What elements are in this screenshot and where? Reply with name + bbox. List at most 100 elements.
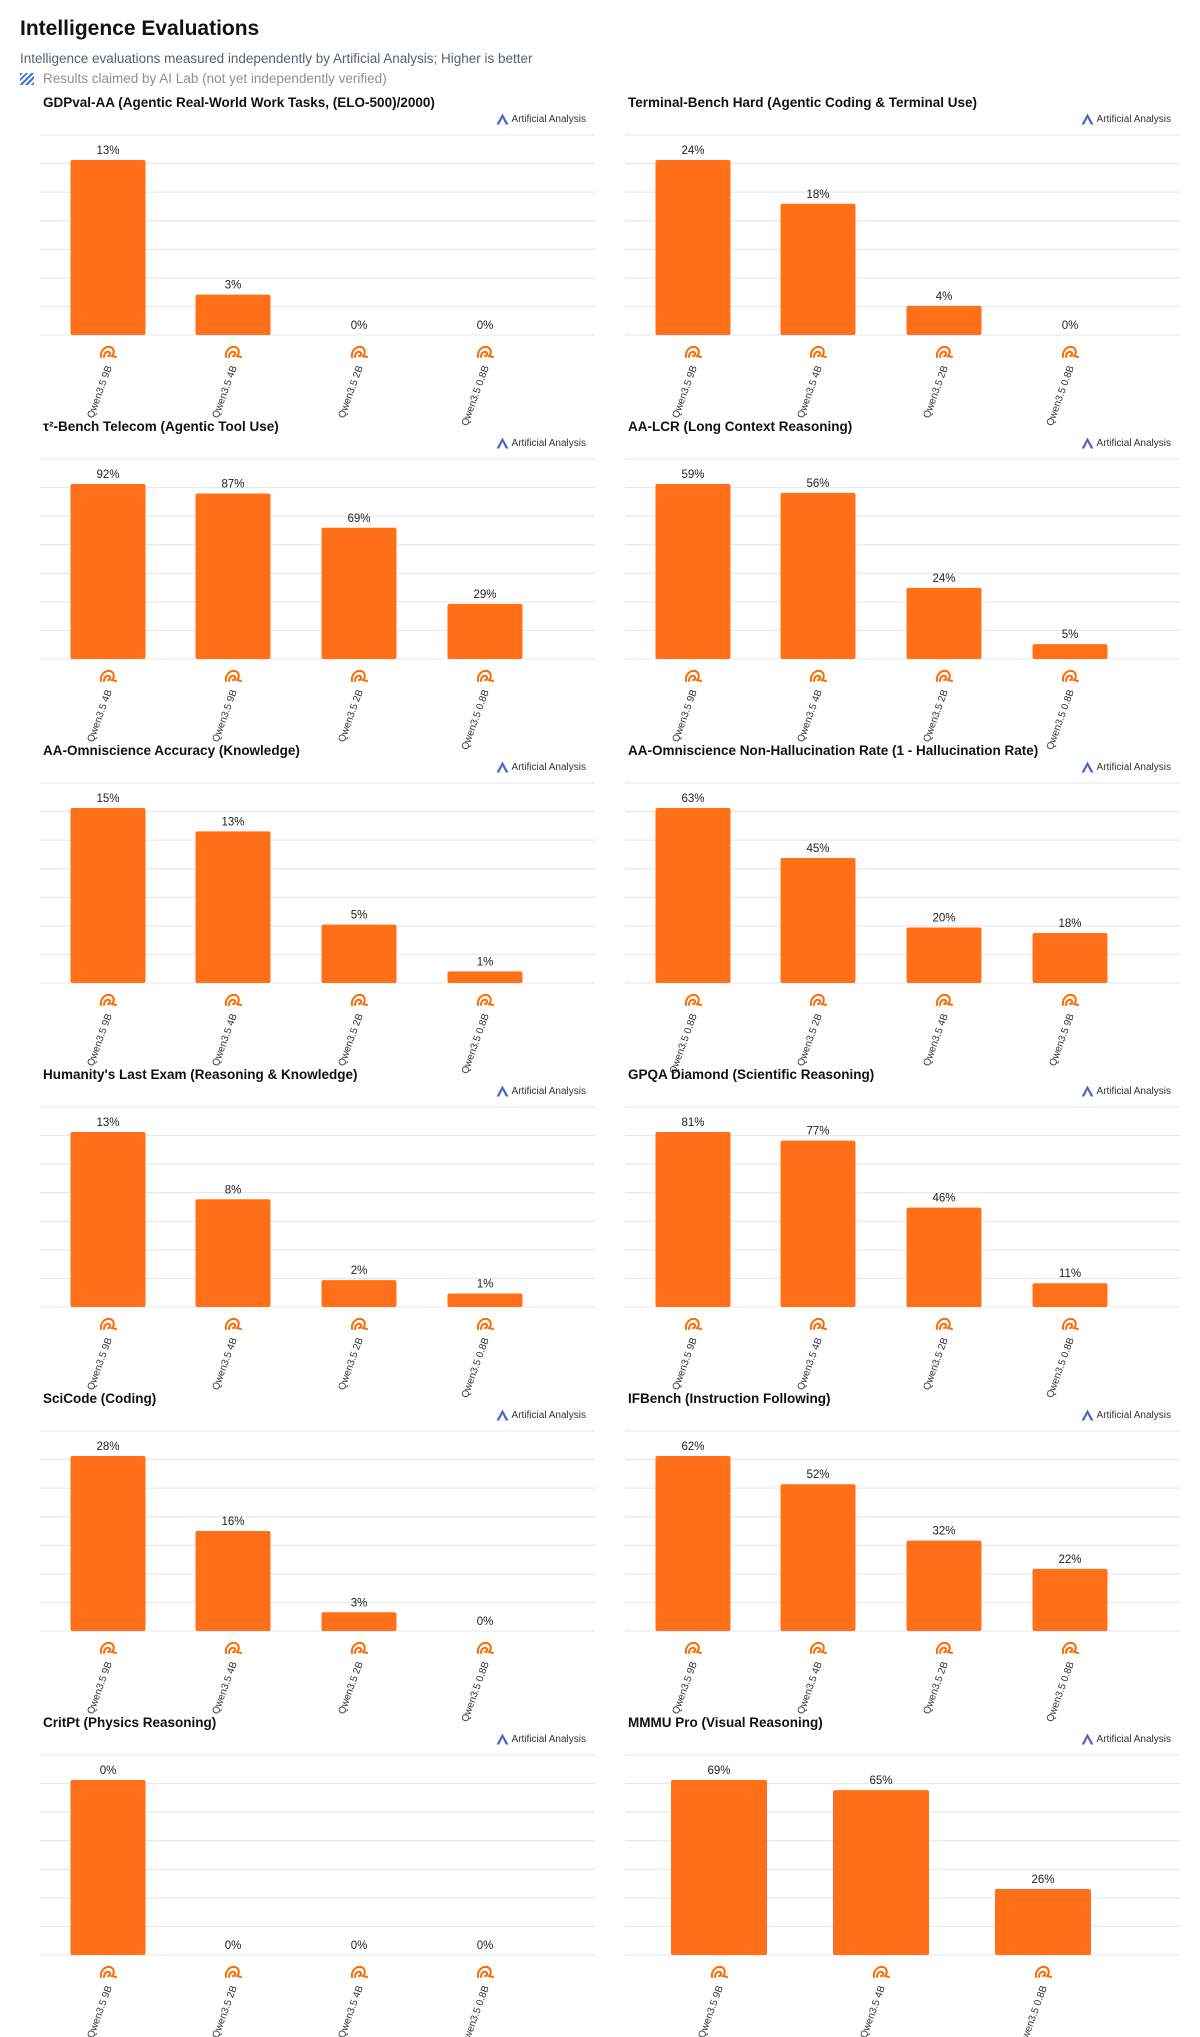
bar-qwen3-5-9b[interactable] — [70, 808, 146, 983]
bar-qwen3-5-2b[interactable] — [321, 1280, 397, 1307]
bar-qwen3-5-4b[interactable] — [780, 1140, 856, 1307]
data-label: 0% — [477, 1616, 494, 1628]
artificial-analysis-logo-icon — [1081, 1409, 1094, 1421]
data-label: 52% — [806, 1469, 829, 1481]
qwen-logo-icon — [1034, 1965, 1052, 1978]
data-label: 28% — [96, 1441, 119, 1453]
qwen-logo-icon — [224, 669, 242, 682]
category-label: Qwen3.5 0.8B — [1018, 1984, 1050, 2037]
qwen-logo-icon — [809, 1641, 827, 1654]
qwen-logo-icon — [476, 669, 494, 682]
bar-qwen3-5-2b[interactable] — [906, 1207, 982, 1307]
bar-qwen3-5-4b[interactable] — [780, 203, 856, 335]
artificial-analysis-logo-icon — [496, 761, 509, 773]
bar-qwen3-5-9b[interactable] — [655, 160, 731, 335]
qwen-logo-icon — [809, 1317, 827, 1330]
chart-plot: 15% Qwen3.5 9B 13% Qwen3.5 4B 5% Qwen3.5 2B 1%… — [40, 782, 595, 1076]
qwen-logo-icon — [809, 669, 827, 682]
bar-qwen3-5-0-8b[interactable] — [1032, 644, 1108, 659]
bar-qwen3-5-4b[interactable] — [195, 294, 271, 335]
qwen-logo-icon — [476, 993, 494, 1006]
qwen-logo-icon — [1061, 993, 1079, 1006]
data-label: 63% — [681, 793, 704, 805]
qwen-logo-icon — [224, 345, 242, 358]
data-label: 22% — [1058, 1554, 1081, 1566]
qwen-logo-icon — [1061, 1641, 1079, 1654]
qwen-logo-icon — [935, 1641, 953, 1654]
qwen-logo-icon — [99, 345, 117, 358]
bar-qwen3-5-0-8b[interactable] — [447, 603, 523, 659]
bar-qwen3-5-0-8b[interactable] — [447, 1293, 523, 1307]
data-label: 81% — [681, 1117, 704, 1129]
chart-panel-gpqa-diamond-scientific-reasoning: GPQA Diamond (Scientific Reasoning) Artif… — [605, 1067, 1185, 1400]
watermark: Artificial Analysis — [1081, 1409, 1171, 1421]
artificial-analysis-logo-icon — [496, 113, 509, 125]
bar-qwen3-5-9b[interactable] — [655, 484, 731, 659]
bar-qwen3-5-4b[interactable] — [195, 831, 271, 983]
chart-title: τ²-Bench Telecom (Agentic Tool Use) — [43, 419, 279, 434]
bar-qwen3-5-9b[interactable] — [1032, 933, 1108, 983]
chart-panel-scicode-coding: SciCode (Coding) Artificial Analysis 28% Qw… — [20, 1391, 600, 1724]
watermark-label: Artificial Analysis — [511, 1085, 586, 1097]
data-label: 11% — [1059, 1268, 1081, 1280]
bar-qwen3-5-4b[interactable] — [195, 1199, 271, 1307]
bar-qwen3-5-9b[interactable] — [655, 1456, 731, 1631]
qwen-logo-icon — [476, 1965, 494, 1978]
chart-panel-humanity-s-last-exam-reasoning-knowledge: Humanity's Last Exam (Reasoning & Knowle… — [20, 1067, 600, 1400]
qwen-logo-icon — [99, 1965, 117, 1978]
data-label: 0% — [351, 320, 368, 332]
bar-qwen3-5-0-8b[interactable] — [447, 971, 523, 983]
chart-panel-mmmu-pro-visual-reasoning: MMMU Pro (Visual Reasoning) Artificial An… — [605, 1715, 1185, 2037]
watermark: Artificial Analysis — [496, 1733, 586, 1745]
watermark: Artificial Analysis — [1081, 1085, 1171, 1097]
category-label: Qwen3.5 2B — [922, 688, 951, 744]
bar-qwen3-5-4b[interactable] — [833, 1790, 929, 1955]
chart-panel-terminal-bench-hard-agentic-coding-terminal-use: Terminal-Bench Hard (Agentic Coding & Te… — [605, 95, 1185, 428]
artificial-analysis-logo-icon — [496, 1409, 509, 1421]
bar-qwen3-5-2b[interactable] — [906, 305, 982, 335]
bar-qwen3-5-9b[interactable] — [655, 1132, 731, 1307]
chart-plot: 81% Qwen3.5 9B 77% Qwen3.5 4B 46% Qwen3.5 2B 1… — [625, 1106, 1180, 1400]
qwen-logo-icon — [224, 1317, 242, 1330]
qwen-logo-icon — [809, 345, 827, 358]
data-label: 77% — [806, 1126, 829, 1138]
bar-qwen3-5-2b[interactable] — [906, 1540, 982, 1631]
bar-qwen3-5-2b[interactable] — [906, 587, 982, 659]
chart-title: AA-Omniscience Non-Hallucination Rate (1… — [628, 743, 1039, 758]
bar-qwen3-5-0-8b[interactable] — [655, 808, 731, 983]
bar-qwen3-5-4b[interactable] — [195, 1531, 271, 1631]
bar-qwen3-5-4b[interactable] — [70, 484, 146, 659]
bar-qwen3-5-4b[interactable] — [780, 1484, 856, 1631]
data-label: 26% — [1031, 1874, 1054, 1886]
bar-qwen3-5-2b[interactable] — [321, 924, 397, 983]
bar-qwen3-5-9b[interactable] — [195, 493, 271, 659]
bar-qwen3-5-9b[interactable] — [70, 160, 146, 335]
bar-qwen3-5-9b[interactable] — [671, 1780, 767, 1955]
bar-qwen3-5-2b[interactable] — [321, 527, 397, 659]
chart-title: Humanity's Last Exam (Reasoning & Knowle… — [43, 1067, 358, 1082]
bar-qwen3-5-0-8b[interactable] — [995, 1889, 1091, 1955]
qwen-logo-icon — [1061, 345, 1079, 358]
category-label: Qwen3.5 9B — [86, 364, 115, 420]
bar-qwen3-5-9b[interactable] — [70, 1780, 146, 1955]
data-label: 45% — [806, 843, 829, 855]
bar-qwen3-5-9b[interactable] — [70, 1132, 146, 1307]
bar-qwen3-5-0-8b[interactable] — [1032, 1283, 1108, 1307]
bar-qwen3-5-4b[interactable] — [906, 927, 982, 983]
chart-panel-aa-lcr-long-context-reasoning: AA-LCR (Long Context Reasoning) Artificia… — [605, 419, 1185, 752]
category-label: Qwen3.5 2B — [211, 1984, 240, 2037]
watermark: Artificial Analysis — [496, 1409, 586, 1421]
watermark: Artificial Analysis — [496, 1085, 586, 1097]
category-label: Qwen3.5 4B — [211, 1012, 240, 1068]
data-label: 1% — [477, 956, 494, 968]
category-label: Qwen3.5 9B — [671, 364, 700, 420]
qwen-logo-icon — [99, 669, 117, 682]
bar-qwen3-5-2b[interactable] — [780, 858, 856, 983]
bar-qwen3-5-2b[interactable] — [321, 1612, 397, 1631]
bar-qwen3-5-9b[interactable] — [70, 1456, 146, 1631]
watermark: Artificial Analysis — [1081, 437, 1171, 449]
watermark: Artificial Analysis — [1081, 761, 1171, 773]
bar-qwen3-5-0-8b[interactable] — [1032, 1568, 1108, 1631]
bar-qwen3-5-4b[interactable] — [780, 492, 856, 659]
data-label: 13% — [96, 145, 119, 157]
